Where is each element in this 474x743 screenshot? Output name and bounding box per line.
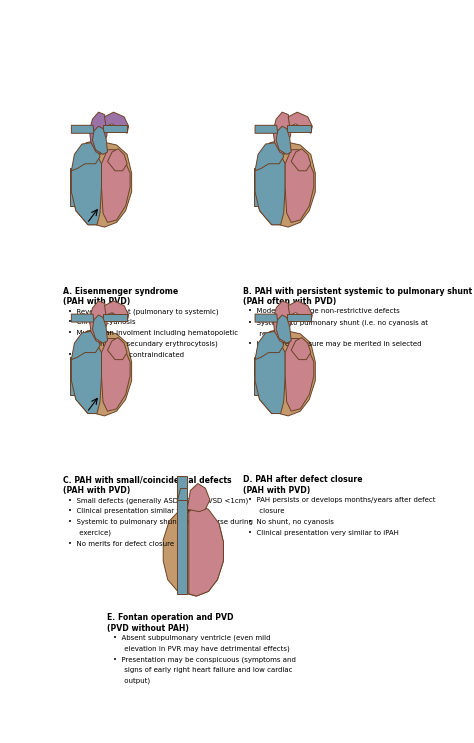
Text: B. PAH with persistent systemic to pulmonary shunt: B. PAH with persistent systemic to pulmo… xyxy=(243,287,472,296)
Polygon shape xyxy=(287,314,311,321)
Polygon shape xyxy=(177,476,187,594)
Text: patients: patients xyxy=(248,351,288,358)
Polygon shape xyxy=(287,126,311,132)
Polygon shape xyxy=(92,315,108,343)
Polygon shape xyxy=(108,337,127,360)
Polygon shape xyxy=(103,314,127,321)
Polygon shape xyxy=(255,149,285,224)
Polygon shape xyxy=(255,314,278,322)
Text: •  Late defect closure may be merited in selected: • Late defect closure may be merited in … xyxy=(248,341,422,347)
Polygon shape xyxy=(255,140,315,227)
Polygon shape xyxy=(291,337,311,360)
Polygon shape xyxy=(70,169,77,206)
Polygon shape xyxy=(104,112,128,133)
Polygon shape xyxy=(163,509,223,596)
Text: •  Clinical presentation very similar to iPAH: • Clinical presentation very similar to … xyxy=(248,530,399,536)
Polygon shape xyxy=(288,112,312,133)
Polygon shape xyxy=(101,339,130,411)
Text: elevation in PVR may have detrimental effects): elevation in PVR may have detrimental ef… xyxy=(112,645,289,652)
Polygon shape xyxy=(255,331,283,360)
Polygon shape xyxy=(72,140,132,227)
Text: system (with secundary erythrocytosis): system (with secundary erythrocytosis) xyxy=(68,341,218,348)
Polygon shape xyxy=(288,301,312,322)
Text: E. Fontan operation and PVD: E. Fontan operation and PVD xyxy=(107,613,234,622)
Polygon shape xyxy=(254,169,261,206)
Polygon shape xyxy=(92,126,108,155)
Polygon shape xyxy=(273,301,291,343)
Polygon shape xyxy=(285,149,314,222)
Polygon shape xyxy=(72,339,101,414)
Text: •  Small defects (generally ASD <2 cm, VSD <1cm): • Small defects (generally ASD <2 cm, VS… xyxy=(68,497,249,504)
Polygon shape xyxy=(101,149,130,222)
Text: output): output) xyxy=(112,678,150,684)
Polygon shape xyxy=(90,112,108,155)
Polygon shape xyxy=(291,149,311,171)
Polygon shape xyxy=(72,331,100,360)
Polygon shape xyxy=(255,126,278,133)
Polygon shape xyxy=(72,126,94,133)
Text: C. PAH with small/coincidental defects: C. PAH with small/coincidental defects xyxy=(63,476,231,484)
Text: •  Presentation may be conspicuous (symptoms and: • Presentation may be conspicuous (sympt… xyxy=(112,656,295,663)
Text: closure: closure xyxy=(248,508,285,514)
Text: (PAH with PVD): (PAH with PVD) xyxy=(63,486,130,495)
Text: •  Absent subpulmonary ventricle (even mild: • Absent subpulmonary ventricle (even mi… xyxy=(112,635,270,641)
Polygon shape xyxy=(70,357,77,395)
Polygon shape xyxy=(72,329,132,416)
Polygon shape xyxy=(276,126,291,155)
Polygon shape xyxy=(72,149,101,224)
Polygon shape xyxy=(276,315,291,343)
Polygon shape xyxy=(72,314,94,322)
Text: (PAH with PVD): (PAH with PVD) xyxy=(243,486,310,495)
Polygon shape xyxy=(255,329,315,416)
Text: •  No merits for defect closure: • No merits for defect closure xyxy=(68,541,174,547)
Text: •  Moderate to large non-restrictive defects: • Moderate to large non-restrictive defe… xyxy=(248,308,400,314)
Polygon shape xyxy=(189,504,223,596)
Text: signs of early right heart failure and low cardiac: signs of early right heart failure and l… xyxy=(112,667,292,673)
Polygon shape xyxy=(187,484,210,512)
Polygon shape xyxy=(104,301,128,322)
Text: •  Systemic to pulmonary shunt (may reverse during: • Systemic to pulmonary shunt (may rever… xyxy=(68,519,253,525)
Polygon shape xyxy=(254,357,261,395)
Text: •  Reversed shunt (pulmonary to systemic): • Reversed shunt (pulmonary to systemic) xyxy=(68,308,219,315)
Text: •  PAH persists or develops months/years after defect: • PAH persists or develops months/years … xyxy=(248,497,436,503)
Polygon shape xyxy=(255,339,285,414)
Text: •  Chronic cyanosis: • Chronic cyanosis xyxy=(68,319,136,325)
Text: •  Clinical presentation similar to iPAH: • Clinical presentation similar to iPAH xyxy=(68,508,201,514)
Polygon shape xyxy=(108,149,127,171)
Polygon shape xyxy=(255,143,283,171)
Text: (PAH often with PVD): (PAH often with PVD) xyxy=(243,297,336,306)
Polygon shape xyxy=(273,112,291,155)
Text: •  Multiorgan involment including hematopoietic: • Multiorgan involment including hematop… xyxy=(68,330,238,336)
Text: (PAH with PVD): (PAH with PVD) xyxy=(63,297,130,306)
Polygon shape xyxy=(90,301,108,343)
Text: •  Defect closure contraindicated: • Defect closure contraindicated xyxy=(68,351,184,358)
Polygon shape xyxy=(177,488,187,500)
Text: •  Systemic to pulmonary shunt (i.e. no cyanosis at: • Systemic to pulmonary shunt (i.e. no c… xyxy=(248,319,428,325)
Polygon shape xyxy=(72,143,100,171)
Polygon shape xyxy=(103,126,127,132)
Text: (PVD without PAH): (PVD without PAH) xyxy=(107,623,189,632)
Text: •  No shunt, no cyanosis: • No shunt, no cyanosis xyxy=(248,519,334,525)
Polygon shape xyxy=(285,339,314,411)
Text: rest): rest) xyxy=(248,330,276,337)
Text: D. PAH after defect closure: D. PAH after defect closure xyxy=(243,476,363,484)
Text: exercice): exercice) xyxy=(68,530,111,536)
Text: A. Eisenmenger syndrome: A. Eisenmenger syndrome xyxy=(63,287,178,296)
